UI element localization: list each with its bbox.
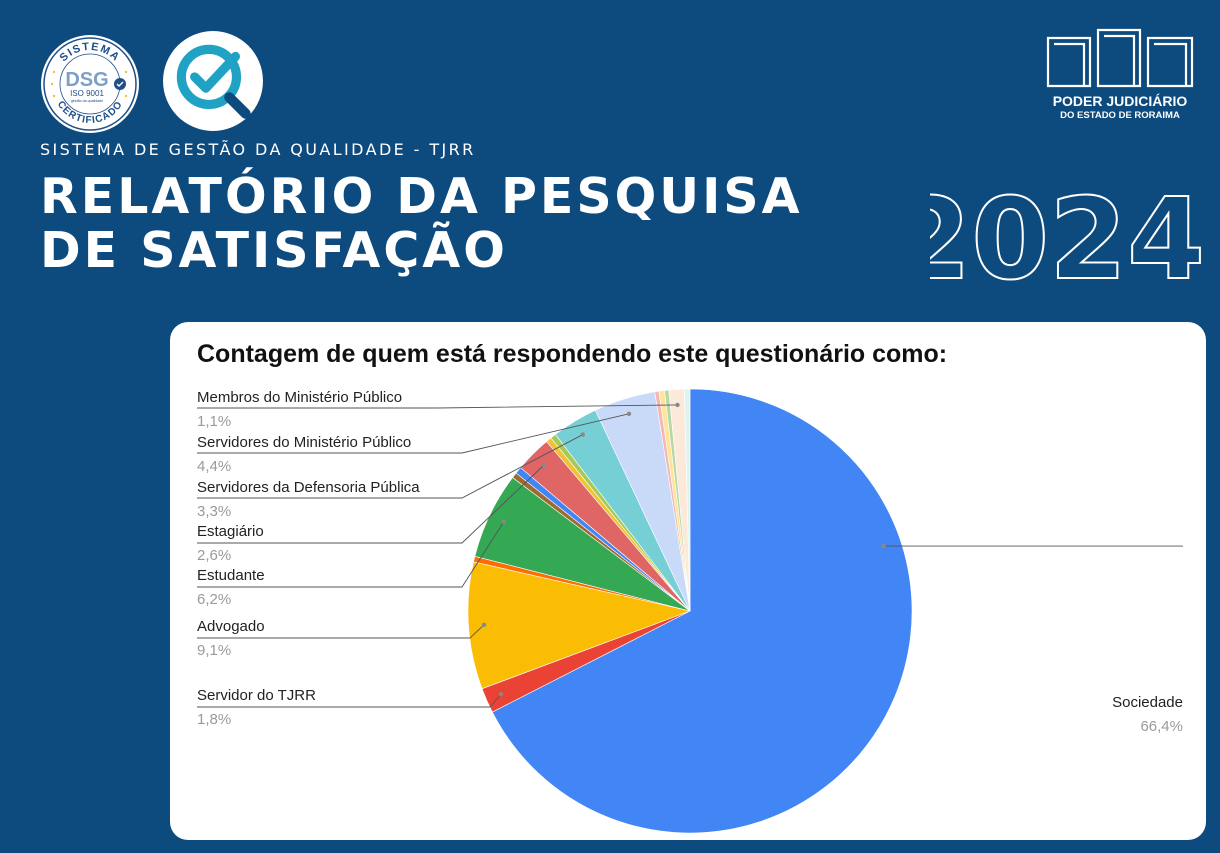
quality-seal-logo: SISTEMA CERTIFICADO DSG ISO 9001 gestão … [41,35,139,133]
label-estudante: Estudante [197,567,265,584]
leader-line [197,404,678,409]
label-estagiario: Estagiário [197,523,264,540]
magnifier-check-icon [163,31,263,131]
court-logo: PODER JUDICIÁRIO DO ESTADO DE RORAIMA [1046,28,1194,121]
court-state: DO ESTADO DE RORAIMA [1060,110,1180,121]
leader-line [197,624,485,639]
label-defensoria: Servidores da Defensoria Pública [197,479,420,496]
pie-slice-advogado [467,561,692,690]
leader-dot [481,622,487,628]
leader-line [197,464,545,544]
pct-estudante: 6,2% [197,591,232,608]
pct-defensoria: 3,3% [197,503,232,520]
leader-dot-sociedade [881,543,886,549]
court-name: PODER JUDICIÁRIO [1053,93,1188,109]
leader-line [197,693,502,708]
leader-dot [498,692,504,697]
page-title-line2: DE SATISFAÇÃO [40,222,508,279]
pct-servidor-tjrr: 1,8% [197,711,232,728]
seal-tagline: gestão da qualidade [71,99,103,103]
system-title: SISTEMA DE GESTÃO DA QUALIDADE - TJRR [40,140,476,159]
pie-chart [197,388,1183,834]
leader-dot [541,462,547,468]
label-advogado: Advogado [197,618,265,635]
pct-estagiario: 2,6% [197,547,232,564]
year-outline: 2024 [930,180,1206,290]
chart-title: Contagem de quem está respondendo este q… [197,340,948,368]
chart-card: Contagem de quem está respondendo este q… [170,322,1206,840]
label-sociedade: Sociedade [1112,694,1183,711]
label-servidor-tjrr: Servidor do TJRR [197,687,316,704]
leader-dot [626,411,632,416]
leader-dot [580,432,585,437]
leader-dot [501,519,507,524]
pct-advogado: 9,1% [197,642,232,659]
leader-line [197,434,584,499]
leader-dot [675,402,680,408]
label-servidores-mp: Servidores do Ministério Público [197,434,412,451]
leader-line [197,413,630,454]
page-title-line1: RELATÓRIO DA PESQUISA [40,168,803,225]
pie-slice-16 [684,388,691,612]
pie-slice-sociedade [491,388,913,834]
seal-mark: DSG [65,69,108,91]
seal-standard: ISO 9001 [70,89,104,98]
page-title: RELATÓRIO DA PESQUISA DE SATISFAÇÃO [40,170,803,278]
pct-sociedade: 66,4% [1140,718,1183,735]
leader-line [197,521,505,588]
pct-membros-mp: 1,1% [197,413,232,430]
label-membros-mp: Membros do Ministério Público [197,389,403,406]
seal-badge-icon [114,78,126,90]
pct-servidores-mp: 4,4% [197,458,232,475]
year-text: 2024 [930,180,1205,290]
